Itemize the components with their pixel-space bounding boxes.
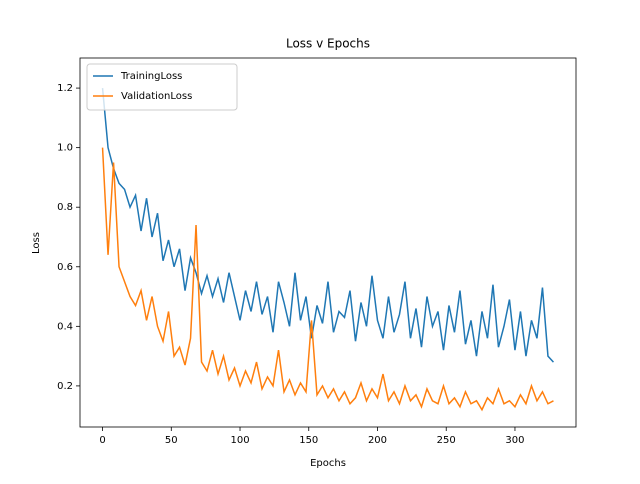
x-tick-label: 50	[165, 435, 178, 446]
chart-title: Loss v Epochs	[286, 37, 370, 51]
y-tick-label: 1.0	[57, 143, 73, 154]
x-tick-label: 250	[437, 435, 456, 446]
y-tick-label: 0.8	[57, 202, 73, 213]
legend-box	[86, 63, 238, 111]
line-series	[101, 147, 554, 412]
y-axis-label: Loss	[31, 232, 42, 254]
legend-label: ValidationLoss	[121, 91, 192, 102]
x-tick-label: 200	[368, 435, 387, 446]
y-tick-label: 0.4	[57, 321, 73, 332]
x-tick-label: 150	[299, 435, 318, 446]
x-axis-label: Epochs	[310, 458, 346, 469]
y-tick-label: 1.2	[57, 83, 73, 94]
legend-label: TrainingLoss	[120, 71, 182, 82]
x-tick-label: 300	[505, 435, 524, 446]
y-tick-label: 0.2	[57, 381, 73, 392]
y-tick-label: 0.6	[57, 262, 73, 273]
line-series	[101, 88, 555, 363]
x-tick-label: 0	[99, 435, 105, 446]
plot-frame	[79, 57, 577, 428]
x-tick-label: 100	[230, 435, 249, 446]
